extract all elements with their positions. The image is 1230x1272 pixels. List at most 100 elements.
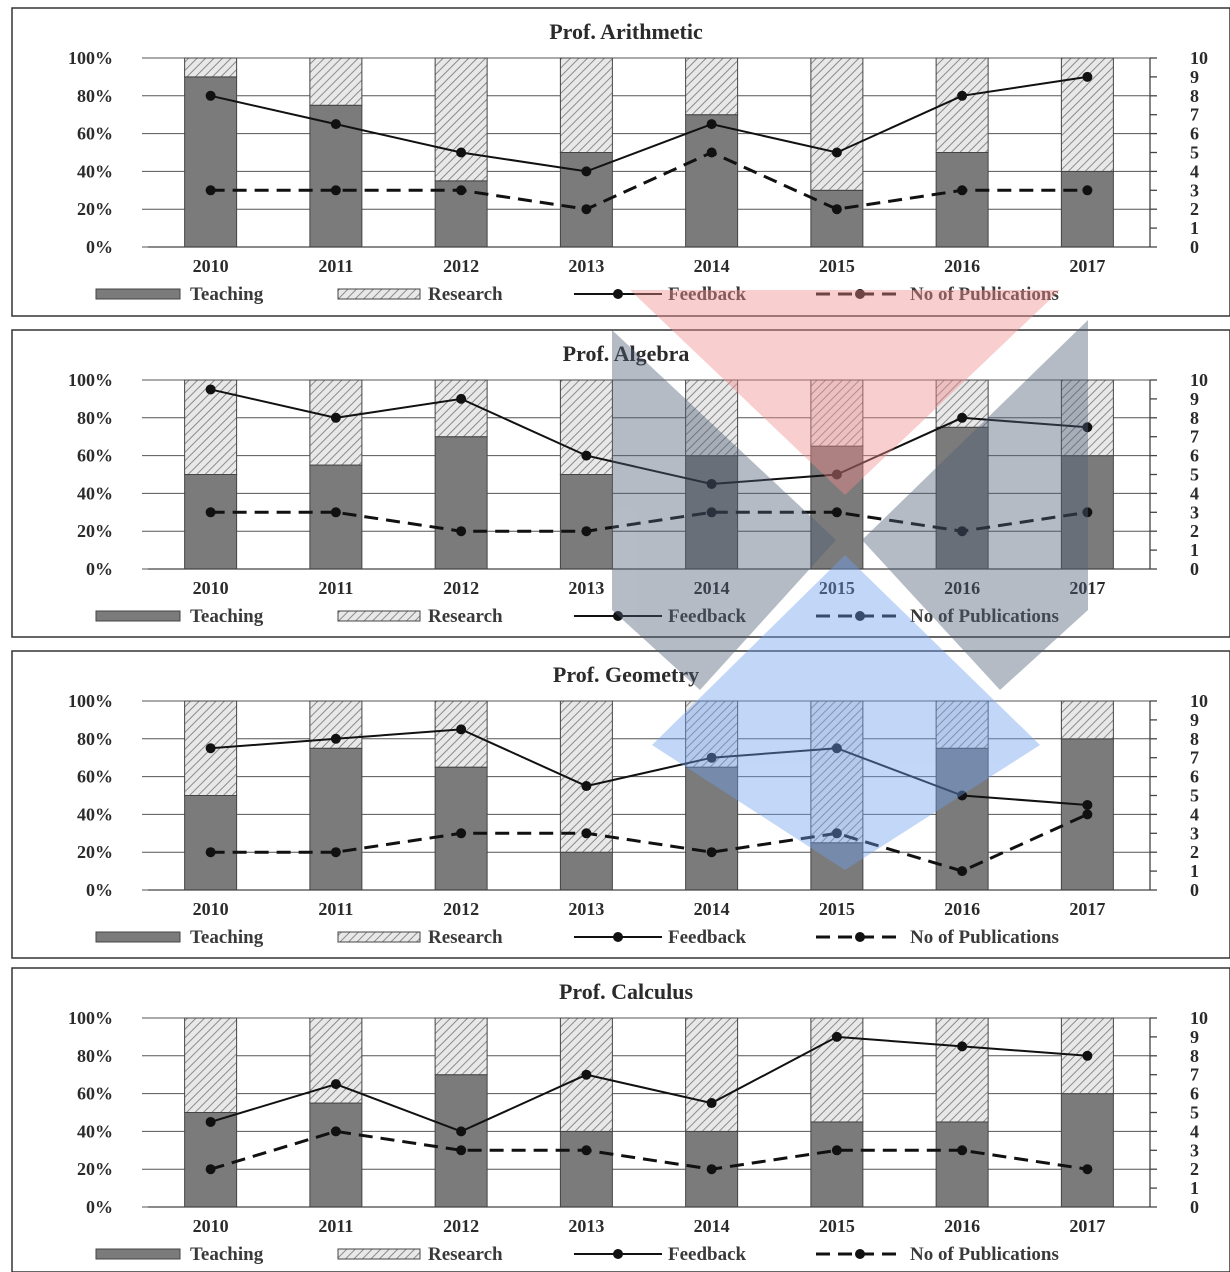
feedback-point	[1082, 799, 1093, 810]
legend-teaching-label: Teaching	[190, 927, 264, 948]
watermark-grey-right-wing	[862, 320, 1088, 690]
y2-tick-label: 2	[1190, 521, 1199, 541]
x-tick-label: 2013	[568, 899, 604, 919]
bar-teaching	[935, 1121, 989, 1208]
y2-tick-label: 8	[1190, 1046, 1199, 1066]
publications-point	[330, 847, 341, 858]
bar-teaching	[685, 766, 739, 891]
bar-research	[184, 379, 238, 475]
feedback-point	[330, 119, 341, 130]
bar-teaching	[810, 189, 864, 248]
y2-tick-label: 3	[1190, 180, 1199, 200]
bar-research	[810, 379, 864, 447]
feedback-point	[1082, 422, 1093, 433]
y2-tick-label: 5	[1190, 1103, 1199, 1123]
bar-teaching	[434, 1074, 488, 1208]
y2-tick-label: 7	[1190, 1065, 1199, 1085]
bar-research	[1060, 379, 1114, 457]
y-tick-label: 80%	[77, 408, 113, 428]
bar-research	[935, 57, 989, 153]
publications-point	[330, 507, 341, 518]
x-tick-label: 2011	[318, 578, 353, 598]
y2-tick-label: 6	[1190, 767, 1199, 787]
y-tick-label: 20%	[77, 1159, 113, 1179]
publications-line	[210, 813, 1088, 873]
y2-tick-label: 2	[1190, 199, 1199, 219]
y-tick-label: 60%	[77, 767, 113, 787]
y2-tick-label: 6	[1190, 1084, 1199, 1104]
legend-teaching-label: Teaching	[190, 1244, 264, 1265]
x-tick-label: 2013	[568, 578, 604, 598]
legend-teaching-swatch	[95, 1248, 181, 1260]
y2-tick-label: 9	[1190, 710, 1199, 730]
bar-teaching	[184, 474, 238, 570]
feedback-point	[456, 147, 467, 158]
x-tick-label: 2010	[193, 899, 229, 919]
y2-tick-label: 4	[1190, 1121, 1199, 1141]
y2-tick-label: 9	[1190, 389, 1199, 409]
legend-feedback-label: Feedback	[668, 606, 747, 627]
legend-research-label: Research	[428, 1244, 503, 1265]
y-tick-label: 0%	[86, 1197, 113, 1217]
y2-tick-label: 0	[1190, 237, 1199, 257]
legend-publications-marker	[855, 932, 865, 942]
y2-tick-label: 8	[1190, 729, 1199, 749]
chart-title: Prof. Arithmetic	[549, 19, 703, 44]
feedback-point	[706, 119, 717, 130]
y2-tick-label: 5	[1190, 465, 1199, 485]
x-tick-label: 2012	[443, 578, 479, 598]
y-tick-label: 100%	[68, 370, 113, 390]
y2-tick-label: 1	[1190, 1178, 1199, 1198]
bar-teaching	[810, 842, 864, 891]
x-tick-label: 2010	[193, 1216, 229, 1236]
bar-research	[685, 57, 739, 116]
feedback-point	[706, 752, 717, 763]
bar-research	[184, 57, 238, 78]
publications-point	[1082, 185, 1093, 196]
x-tick-label: 2016	[944, 578, 980, 598]
bar-teaching	[559, 851, 613, 891]
bar-teaching	[309, 747, 363, 891]
legend-research-swatch	[337, 610, 421, 622]
publications-point	[581, 526, 592, 537]
bar-research	[309, 57, 363, 106]
publications-line	[210, 150, 1088, 211]
publications-point	[831, 1145, 842, 1156]
bar-teaching	[184, 76, 238, 248]
legend-research-swatch	[337, 1248, 421, 1260]
y2-tick-label: 7	[1190, 427, 1199, 447]
y-tick-label: 60%	[77, 124, 113, 144]
feedback-point	[957, 90, 968, 101]
y2-tick-label: 1	[1190, 540, 1199, 560]
x-tick-label: 2012	[443, 899, 479, 919]
publications-point	[581, 204, 592, 215]
bar-research	[559, 700, 613, 853]
y-tick-label: 20%	[77, 842, 113, 862]
publications-point	[205, 185, 216, 196]
y2-tick-label: 6	[1190, 446, 1199, 466]
y2-tick-label: 3	[1190, 1140, 1199, 1160]
x-tick-label: 2015	[819, 899, 855, 919]
bar-teaching	[935, 152, 989, 248]
publications-point	[581, 1145, 592, 1156]
bar-teaching	[685, 114, 739, 248]
x-tick-label: 2017	[1069, 578, 1105, 598]
x-tick-label: 2014	[694, 899, 730, 919]
bar-teaching	[559, 474, 613, 570]
publications-line	[210, 1129, 1088, 1171]
x-tick-label: 2016	[944, 256, 980, 276]
y-tick-label: 0%	[86, 559, 113, 579]
publications-point	[456, 828, 467, 839]
bar-research	[184, 1017, 238, 1113]
legend-publications-label: No of Publications	[910, 927, 1059, 948]
y-tick-label: 80%	[77, 1046, 113, 1066]
publications-line	[210, 510, 1088, 533]
y-tick-label: 0%	[86, 237, 113, 257]
feedback-point	[456, 1126, 467, 1137]
y2-tick-label: 0	[1190, 1197, 1199, 1217]
publications-point	[205, 847, 216, 858]
publications-point	[831, 204, 842, 215]
